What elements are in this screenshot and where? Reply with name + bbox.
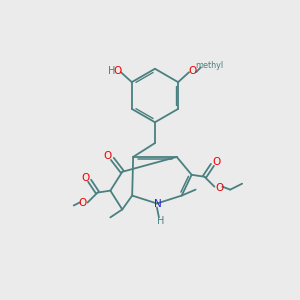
Text: O: O	[189, 66, 197, 76]
Text: O: O	[79, 199, 87, 208]
Text: O: O	[82, 173, 90, 183]
Text: O: O	[215, 183, 224, 193]
Text: H: H	[108, 66, 116, 76]
Text: O: O	[114, 66, 122, 76]
Text: N: N	[154, 200, 162, 209]
Text: methyl: methyl	[195, 61, 223, 70]
Text: O: O	[103, 151, 112, 161]
Text: H: H	[157, 216, 165, 226]
Text: O: O	[212, 157, 220, 167]
